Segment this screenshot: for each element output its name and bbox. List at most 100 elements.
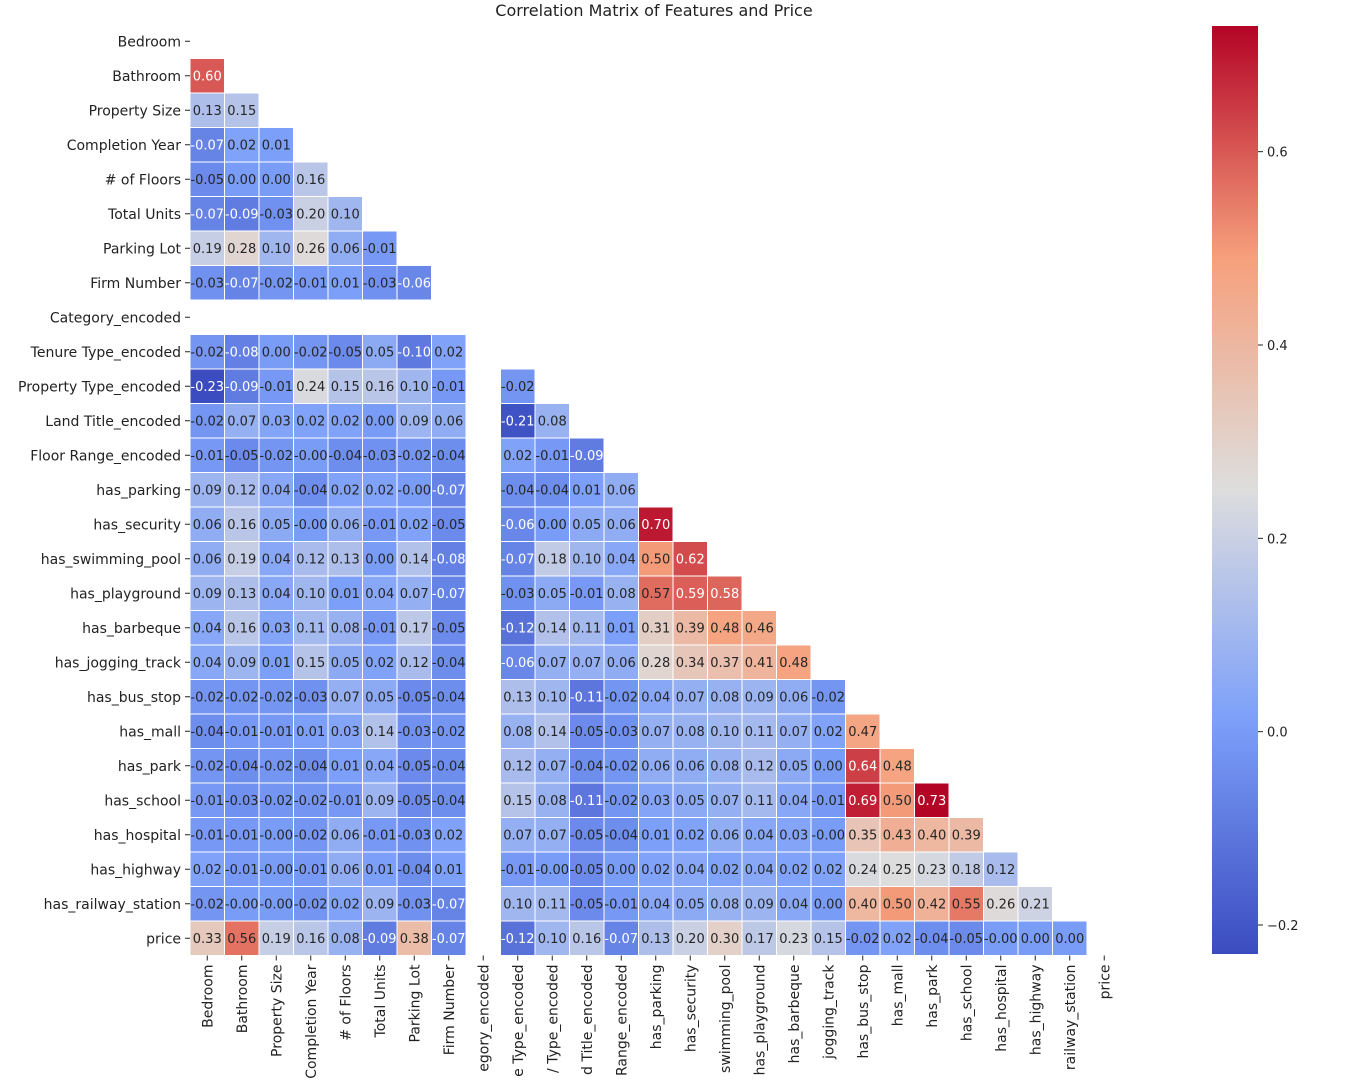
column-label: # of Floors xyxy=(338,965,354,1041)
heatmap-cell xyxy=(293,196,329,232)
cell-value-label: 0.10 xyxy=(503,897,532,912)
cell-value-label: 0.04 xyxy=(641,690,670,705)
heatmap-cell xyxy=(741,713,777,749)
heatmap-cell xyxy=(362,644,398,680)
cell-value-label: 0.17 xyxy=(745,932,774,947)
cell-value-label: -0.03 xyxy=(363,449,397,464)
cell-value-label: 0.06 xyxy=(710,828,739,843)
heatmap-cell xyxy=(258,851,294,887)
column-label: has_barbeque xyxy=(787,965,803,1064)
column-label: jogging_track xyxy=(821,964,837,1060)
cell-value-label: 0.35 xyxy=(848,828,877,843)
cell-value-label: -0.01 xyxy=(190,828,224,843)
cell-value-label: 0.07 xyxy=(538,828,567,843)
cell-value-label: -0.05 xyxy=(328,345,362,360)
heatmap-cell xyxy=(810,782,846,818)
cell-value-label: 0.05 xyxy=(331,656,360,671)
cell-value-label: 0.00 xyxy=(814,759,843,774)
heatmap-cell xyxy=(741,610,777,646)
heatmap-cell xyxy=(845,782,881,818)
heatmap-cell xyxy=(569,506,605,542)
heatmap-cell xyxy=(258,506,294,542)
column-label: has_parking xyxy=(649,965,665,1050)
cell-value-label: 0.04 xyxy=(262,483,291,498)
heatmap-cell xyxy=(189,334,225,370)
cell-value-label: 0.73 xyxy=(917,794,946,809)
cell-value-label: -0.01 xyxy=(501,863,535,878)
cell-value-label: 0.09 xyxy=(227,656,256,671)
heatmap-cell xyxy=(293,230,329,266)
cell-value-label: 0.12 xyxy=(296,552,325,567)
cell-value-label: 0.00 xyxy=(365,552,394,567)
cell-value-label: 0.47 xyxy=(848,725,877,740)
cell-value-label: -0.04 xyxy=(294,759,328,774)
cell-value-label: -0.04 xyxy=(190,725,224,740)
column-label: swimming_pool xyxy=(718,965,734,1073)
heatmap-cell xyxy=(534,851,570,887)
cell-value-label: 0.04 xyxy=(779,794,808,809)
cell-value-label: -0.01 xyxy=(811,794,845,809)
cell-value-label: 0.19 xyxy=(262,932,291,947)
heatmap-cell xyxy=(500,403,536,439)
cell-value-label: 0.12 xyxy=(227,483,256,498)
cell-value-label: 0.18 xyxy=(538,552,567,567)
cell-value-label: 0.07 xyxy=(676,690,705,705)
heatmap-cell xyxy=(500,748,536,784)
cell-value-label: -0.03 xyxy=(294,690,328,705)
heatmap-cell xyxy=(707,886,743,922)
cell-value-label: 0.16 xyxy=(365,380,394,395)
heatmap-cell xyxy=(1017,886,1053,922)
column-label: has_highway xyxy=(1028,965,1044,1056)
heatmap-cell xyxy=(258,403,294,439)
heatmap-cell xyxy=(603,644,639,680)
cell-value-label: -0.04 xyxy=(501,483,535,498)
cell-value-label: 0.04 xyxy=(676,863,705,878)
column-labels: Bedroom Bathroom Property Size Completion Y… xyxy=(200,955,1113,1079)
heatmap-cell xyxy=(534,575,570,611)
heatmap-cell xyxy=(672,644,708,680)
heatmap-cell xyxy=(327,575,363,611)
row-label: has_highway xyxy=(90,862,181,878)
cell-value-label: 0.00 xyxy=(814,897,843,912)
cell-value-label: 0.23 xyxy=(917,863,946,878)
cell-value-label: -0.08 xyxy=(432,552,466,567)
row-label: has_swimming_pool xyxy=(41,552,181,568)
cell-value-label: -0.07 xyxy=(190,138,224,153)
cell-value-label: -0.02 xyxy=(259,759,293,774)
heatmap-cell xyxy=(431,610,467,646)
heatmap-cell xyxy=(948,817,984,853)
heatmap-cell xyxy=(327,403,363,439)
cell-value-label: 0.06 xyxy=(434,414,463,429)
cell-value-label: 0.15 xyxy=(503,794,532,809)
cell-value-label: 0.11 xyxy=(296,621,325,636)
cell-value-label: 0.05 xyxy=(779,759,808,774)
heatmap-cell xyxy=(431,334,467,370)
cell-value-label: 0.11 xyxy=(745,725,774,740)
column-label: railway_station xyxy=(1063,965,1079,1071)
cell-value-label: 0.10 xyxy=(262,242,291,257)
column-label: has_school xyxy=(959,965,975,1042)
cell-value-label: 0.20 xyxy=(676,932,705,947)
heatmap-cell xyxy=(983,886,1019,922)
cell-value-label: 0.38 xyxy=(400,932,429,947)
cell-value-label: -0.05 xyxy=(397,794,431,809)
heatmap-cell xyxy=(534,920,570,956)
cell-value-label: -0.01 xyxy=(294,863,328,878)
column-label: Bedroom xyxy=(200,965,216,1028)
heatmap-cell xyxy=(362,403,398,439)
cell-value-label: -0.02 xyxy=(432,725,466,740)
cell-value-label: 0.04 xyxy=(193,656,222,671)
cell-value-label: -0.03 xyxy=(397,725,431,740)
heatmap-cell xyxy=(500,679,536,715)
heatmap-cell xyxy=(431,782,467,818)
column-label: Total Units xyxy=(373,965,389,1039)
cell-value-label: 0.09 xyxy=(365,794,394,809)
cell-value-label: -0.12 xyxy=(501,621,535,636)
cell-value-label: 0.01 xyxy=(331,587,360,602)
heatmap-cell xyxy=(258,127,294,163)
cell-value-label: 0.24 xyxy=(296,380,325,395)
heatmap-cell xyxy=(258,334,294,370)
heatmap-cell xyxy=(189,403,225,439)
heatmap-cell xyxy=(776,782,812,818)
cell-value-label: -0.02 xyxy=(225,690,259,705)
